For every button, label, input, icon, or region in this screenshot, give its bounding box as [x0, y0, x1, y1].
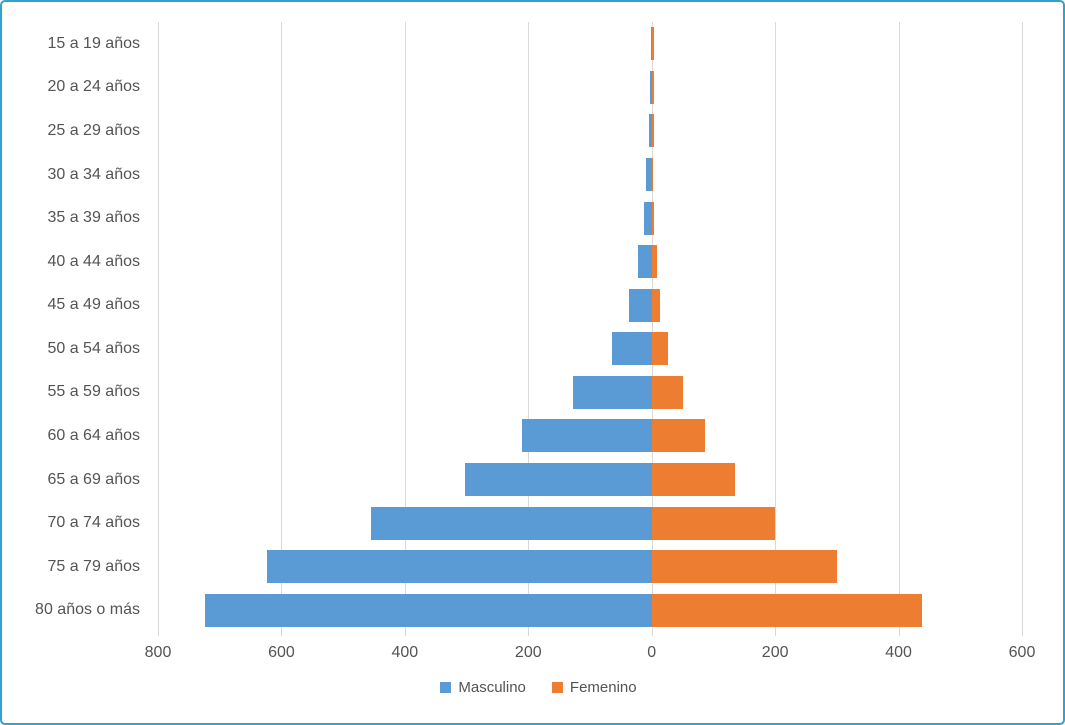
gridline	[528, 22, 530, 632]
category-label: 20 a 24 años	[47, 78, 140, 96]
bar-femenino	[651, 332, 668, 366]
gridline	[651, 22, 653, 632]
legend-swatch-femenino	[551, 682, 563, 693]
bar-masculino	[651, 27, 652, 61]
category-label: 25 a 29 años	[47, 121, 140, 139]
x-tick-label: 600	[1008, 644, 1036, 661]
bar-masculino	[522, 419, 652, 453]
bar-masculino	[646, 158, 652, 191]
bar-femenino	[651, 288, 661, 322]
gridline	[158, 22, 159, 632]
bar-femenino	[651, 158, 653, 191]
legend-item-femenino: Femenino	[551, 679, 637, 696]
x-tick-label: 400	[391, 644, 419, 661]
gridline	[281, 22, 283, 632]
bar-masculino	[204, 593, 652, 627]
bar-femenino	[651, 506, 776, 540]
bar-femenino	[651, 70, 654, 104]
category-label: 70 a 74 años	[47, 514, 140, 532]
category-label: 50 a 54 años	[47, 339, 140, 357]
bar-femenino	[651, 114, 654, 148]
bar-femenino	[651, 201, 655, 235]
bar-masculino	[644, 201, 652, 235]
category-label: 35 a 39 años	[47, 209, 140, 227]
x-tick-label: 200	[514, 644, 542, 661]
gridline	[775, 22, 777, 632]
category-label: 55 a 59 años	[47, 383, 140, 401]
x-tick-label: 600	[268, 644, 295, 661]
bar-masculino	[649, 114, 652, 148]
x-tick-mark	[1022, 632, 1023, 636]
bar-femenino	[651, 593, 922, 627]
x-tick-mark	[158, 632, 159, 636]
bar-femenino	[651, 27, 654, 61]
category-label: 15 a 19 años	[47, 34, 140, 52]
bar-masculino	[612, 332, 652, 366]
category-label: 65 a 69 años	[47, 470, 140, 488]
gridline	[1022, 22, 1023, 632]
category-label: 30 a 34 años	[47, 165, 140, 183]
bar-masculino	[370, 506, 652, 540]
x-tick-mark	[404, 632, 406, 636]
bar-femenino	[651, 375, 683, 409]
gridline	[404, 22, 406, 632]
x-tick-label: 800	[144, 644, 172, 661]
bar-masculino	[629, 288, 652, 322]
bar-masculino	[650, 70, 652, 104]
gridline	[898, 22, 900, 632]
x-tick-mark	[775, 632, 777, 636]
category-label: 80 años o más	[35, 601, 140, 619]
x-tick-mark	[898, 632, 900, 636]
x-tick-label: 400	[885, 644, 912, 661]
bar-masculino	[572, 375, 652, 409]
category-label: 40 a 44 años	[47, 252, 140, 270]
x-tick-label: 200	[761, 644, 789, 661]
bar-masculino	[637, 245, 652, 279]
legend-label-femenino: Femenino	[569, 679, 637, 696]
bar-femenino	[651, 463, 736, 496]
category-label: 75 a 79 años	[47, 557, 140, 575]
legend-item-masculino: Masculino	[440, 679, 526, 696]
x-tick-mark	[281, 632, 283, 636]
category-label: 45 a 49 años	[47, 296, 140, 314]
bar-femenino	[651, 419, 706, 453]
bar-femenino	[651, 245, 658, 279]
x-tick-label: 0	[647, 644, 657, 661]
legend-swatch-masculino	[440, 682, 452, 693]
bar-femenino	[651, 550, 837, 584]
legend-label-masculino: Masculino	[458, 679, 526, 696]
legend: Masculino Femenino	[0, 679, 1065, 696]
x-tick-mark	[651, 632, 653, 636]
bar-masculino	[266, 550, 652, 584]
x-tick-mark	[528, 632, 530, 636]
category-label: 60 a 64 años	[47, 426, 140, 444]
bar-masculino	[464, 463, 652, 496]
